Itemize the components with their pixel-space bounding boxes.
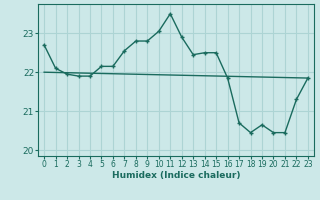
X-axis label: Humidex (Indice chaleur): Humidex (Indice chaleur) bbox=[112, 171, 240, 180]
